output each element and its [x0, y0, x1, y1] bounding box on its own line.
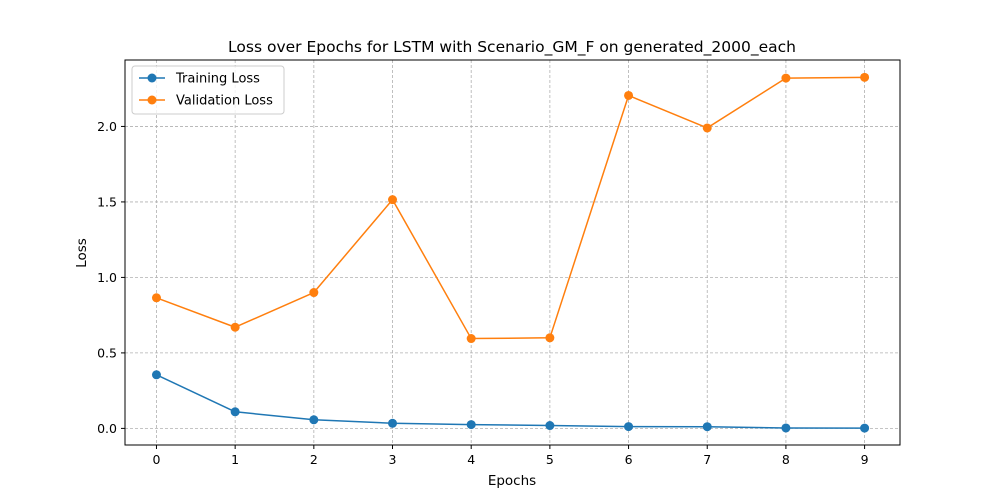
data-point — [624, 90, 634, 100]
legend-box — [131, 65, 285, 115]
x-tick-label: 7 — [703, 452, 711, 467]
data-point — [230, 407, 240, 417]
data-point — [466, 334, 476, 344]
data-point — [545, 421, 555, 431]
plot-frame — [124, 59, 901, 446]
legend-marker-validation — [147, 95, 157, 105]
data-point — [466, 420, 476, 430]
data-point — [702, 123, 712, 133]
data-point — [151, 370, 161, 380]
axis-ticks: 0 1 2 3 4 5 6 7 8 9 0.0 0.5 1.0 1.5 2.0 — [97, 119, 869, 467]
legend: Training Loss Validation Loss — [131, 65, 285, 115]
data-point — [151, 293, 161, 303]
x-tick-label: 1 — [231, 452, 239, 467]
data-point — [860, 72, 870, 82]
x-tick-label: 9 — [861, 452, 869, 467]
data-point — [388, 418, 398, 428]
data-point — [309, 288, 319, 298]
chart-title: Loss over Epochs for LSTM with Scenario_… — [228, 38, 796, 57]
series-training-loss — [151, 370, 870, 433]
data-point — [624, 422, 634, 432]
y-tick-label: 1.5 — [97, 194, 117, 209]
series-layer — [151, 72, 870, 433]
legend-label-training: Training Loss — [175, 72, 260, 87]
data-point — [388, 195, 398, 205]
data-point — [702, 422, 712, 432]
data-point — [545, 333, 555, 343]
legend-marker-training — [147, 73, 157, 83]
x-tick-label: 3 — [389, 452, 397, 467]
data-point — [860, 423, 870, 433]
series-line — [156, 76, 865, 340]
y-tick-label: 0.0 — [97, 421, 117, 436]
y-tick-label: 2.0 — [97, 119, 117, 134]
x-tick-label: 0 — [152, 452, 160, 467]
y-tick-label: 0.5 — [97, 345, 117, 360]
x-axis-label: Epochs — [488, 473, 536, 489]
series-validation-loss — [151, 72, 870, 344]
x-tick-label: 2 — [310, 452, 318, 467]
x-tick-label: 5 — [546, 452, 554, 467]
series-line — [156, 374, 865, 429]
grid — [125, 60, 900, 445]
y-axis-label: Loss — [74, 238, 90, 268]
data-point — [781, 73, 791, 83]
x-tick-label: 8 — [782, 452, 790, 467]
data-point — [309, 415, 319, 425]
x-tick-label: 4 — [467, 452, 475, 467]
data-point — [230, 322, 240, 332]
y-tick-label: 1.0 — [97, 270, 117, 285]
data-point — [781, 423, 791, 433]
x-tick-label: 6 — [625, 452, 633, 467]
legend-label-validation: Validation Loss — [176, 94, 273, 109]
